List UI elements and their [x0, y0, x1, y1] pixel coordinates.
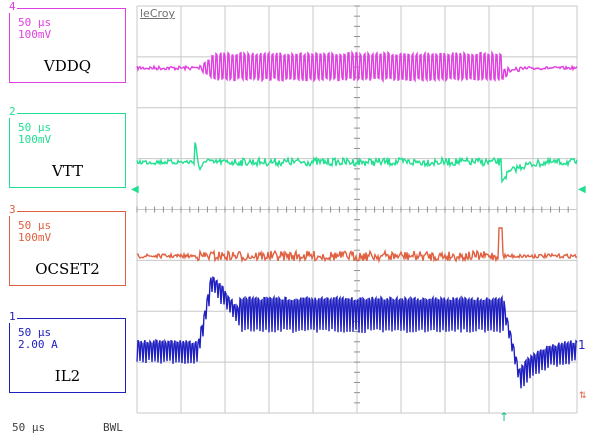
channel-4-scale: 100mV: [18, 28, 52, 41]
channel-2-scale: 100mV: [18, 133, 52, 146]
status-bwl: BWL: [103, 421, 123, 434]
ocset2-waveform: [136, 227, 578, 264]
channel-2-right-arrow-icon: ◀: [578, 184, 586, 195]
channel-1-box[interactable]: 1 50 µs 2.00 A IL2: [8, 310, 126, 393]
status-timebase: 50 µs: [12, 421, 46, 434]
trigger-position-icon: ↑: [499, 410, 510, 424]
channel-3-scale: 100mV: [18, 231, 52, 244]
channel-1-number: 1: [8, 310, 17, 323]
channel-3-name: OCSET2: [35, 260, 100, 278]
channel-2-number: 2: [8, 105, 17, 118]
channel-2-timebase: 50 µs: [18, 121, 52, 134]
channel-1-right-marker: 1: [578, 338, 586, 352]
channel-4-timebase: 50 µs: [18, 16, 52, 29]
channel-3-box[interactable]: 3 50 µs 100mV OCSET2: [8, 203, 126, 286]
il2-waveform: [136, 276, 578, 389]
vddq-waveform: [136, 49, 578, 84]
channel-3-number: 3: [8, 203, 17, 216]
channel-2-name: VTT: [51, 162, 84, 180]
channel-4-box[interactable]: 4 50 µs 100mV VDDQ: [8, 0, 126, 83]
channel-1-timebase: 50 µs: [18, 326, 52, 339]
channel-1-scale: 2.00 A: [18, 338, 58, 351]
channel-4-number: 4: [8, 0, 17, 13]
vtt-waveform: [136, 142, 578, 184]
channel-2-box[interactable]: 2 50 µs 100mV VTT: [8, 105, 126, 188]
trigger-level-icon: ⇅: [579, 391, 587, 401]
channel-3-timebase: 50 µs: [18, 219, 52, 232]
channel-2-left-arrow-icon: ◀: [131, 184, 139, 195]
channel-1-name: IL2: [54, 367, 81, 385]
brand-label: leCroy: [140, 7, 176, 20]
channel-4-name: VDDQ: [43, 57, 92, 75]
